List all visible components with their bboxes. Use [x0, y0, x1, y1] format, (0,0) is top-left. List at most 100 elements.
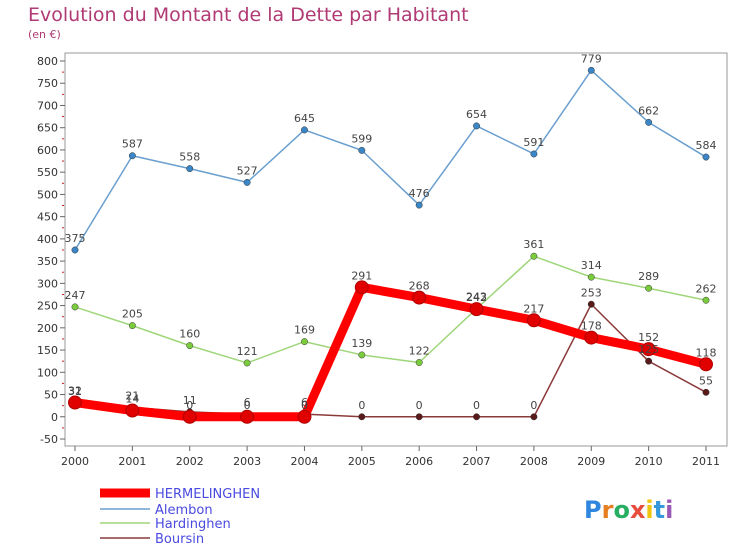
data-label-alembon: 584: [696, 139, 717, 152]
y-tick-label: 550: [37, 166, 58, 179]
brand-letter: r: [602, 496, 614, 524]
data-label-hardinghen: 247: [65, 289, 86, 302]
data-label-alembon: 645: [294, 112, 315, 125]
marker-boursin: [587, 300, 595, 308]
y-tick-label: -50: [40, 433, 58, 446]
marker-hermelinghen: [641, 342, 656, 357]
marker-alembon: [358, 146, 366, 154]
data-label-hardinghen: 139: [351, 337, 372, 350]
data-label-hermelinghen: 242: [466, 291, 487, 304]
marker-hermelinghen: [125, 403, 140, 418]
data-label-alembon: 527: [237, 164, 258, 177]
marker-alembon: [587, 66, 595, 74]
x-tick-label: 2001: [118, 455, 146, 468]
y-tick-label: 600: [37, 144, 58, 157]
x-tick-label: 2011: [692, 455, 720, 468]
brand-letter: i: [665, 496, 673, 524]
marker-hermelinghen: [412, 290, 427, 305]
marker-hermelinghen: [240, 409, 255, 424]
series-line-boursin: [74, 303, 707, 418]
marker-boursin: [645, 357, 653, 365]
data-label-boursin: 0: [530, 399, 537, 412]
series-line-alembon: [74, 69, 707, 251]
marker-boursin: [415, 413, 423, 421]
plot-area: [64, 52, 728, 447]
marker-hardinghen: [71, 303, 79, 311]
series-line-hermelinghen: [70, 282, 711, 422]
data-label-hardinghen: 169: [294, 324, 315, 337]
x-tick-label: 2009: [577, 455, 605, 468]
marker-alembon: [71, 246, 79, 254]
y-tick-label: 400: [37, 233, 58, 246]
data-label-boursin: 6: [301, 396, 308, 409]
data-label-hermelinghen: 118: [696, 346, 717, 359]
marker-hardinghen: [415, 359, 423, 366]
y-tick-label: 150: [37, 344, 58, 357]
data-label-boursin: 253: [581, 286, 602, 299]
data-label-alembon: 591: [523, 136, 544, 149]
data-label-boursin: 21: [125, 389, 139, 402]
data-label-boursin: 125: [638, 343, 659, 356]
data-label-hardinghen: 314: [581, 259, 602, 272]
data-label-hermelinghen: 14: [125, 393, 139, 406]
data-label-boursin: 55: [699, 374, 713, 387]
brand-letter: P: [584, 496, 602, 524]
brand-letter: i: [645, 496, 653, 524]
brand-letter: o: [613, 496, 630, 524]
marker-hardinghen: [702, 296, 710, 304]
data-label-hardinghen: 243: [466, 291, 487, 304]
marker-alembon: [415, 201, 423, 209]
marker-hermelinghen: [354, 280, 369, 295]
x-tick-label: 2003: [233, 455, 261, 468]
series-markers: [68, 66, 713, 424]
data-label-boursin: 31: [68, 385, 82, 398]
data-label-hardinghen: 262: [696, 282, 717, 295]
y-tick-label: 500: [37, 188, 58, 201]
y-axis: 8007507006506005505004504003503002502001…: [37, 55, 65, 446]
data-label-hardinghen: 361: [523, 238, 544, 251]
data-label-hermelinghen: 32: [68, 385, 82, 398]
data-label-boursin: 0: [416, 399, 423, 412]
marker-hermelinghen: [699, 357, 713, 372]
y-tick-label: 200: [37, 322, 58, 335]
marker-alembon: [473, 122, 480, 130]
data-label-hardinghen: 121: [237, 345, 258, 358]
data-label-hermelinghen: 291: [351, 269, 372, 282]
marker-hardinghen: [128, 322, 136, 330]
legend-label-hardinghen: Hardinghen: [155, 517, 231, 532]
marker-alembon: [530, 150, 538, 158]
marker-hardinghen: [358, 351, 366, 359]
y-tick-label: 250: [37, 300, 58, 313]
data-label-hermelinghen: 0: [301, 399, 308, 412]
marker-hardinghen: [587, 273, 595, 281]
x-tick-label: 2008: [520, 455, 548, 468]
x-tick-label: 2000: [61, 455, 89, 468]
data-label-hermelinghen: 0: [186, 399, 193, 412]
marker-hardinghen: [186, 342, 194, 350]
y-tick-label: 100: [37, 366, 58, 379]
chart-subtitle: (en €): [28, 28, 61, 41]
brand-letter: t: [654, 496, 665, 524]
marker-hardinghen: [530, 252, 538, 260]
chart-title: Evolution du Montant de la Dette par Hab…: [28, 4, 469, 26]
x-tick-label: 2005: [348, 455, 376, 468]
data-label-hardinghen: 289: [638, 270, 659, 283]
marker-hermelinghen: [584, 330, 599, 345]
data-label-boursin: 0: [473, 399, 480, 412]
data-labels: 31 21 11 6 6 0 0 0 02531255524720516012116913912…: [65, 52, 717, 411]
y-tick-label: 0: [51, 411, 58, 424]
marker-boursin: [530, 413, 538, 421]
marker-boursin: [702, 388, 710, 396]
data-label-alembon: 558: [179, 151, 200, 164]
data-label-hermelinghen: 152: [638, 331, 659, 344]
proxiti-logo: Proxiti: [584, 496, 673, 524]
data-label-alembon: 779: [581, 52, 602, 65]
data-label-boursin: 11: [183, 394, 197, 407]
marker-alembon: [301, 126, 308, 134]
x-tick-label: 2006: [405, 455, 433, 468]
marker-hermelinghen: [469, 302, 484, 317]
marker-hermelinghen: [182, 409, 197, 424]
